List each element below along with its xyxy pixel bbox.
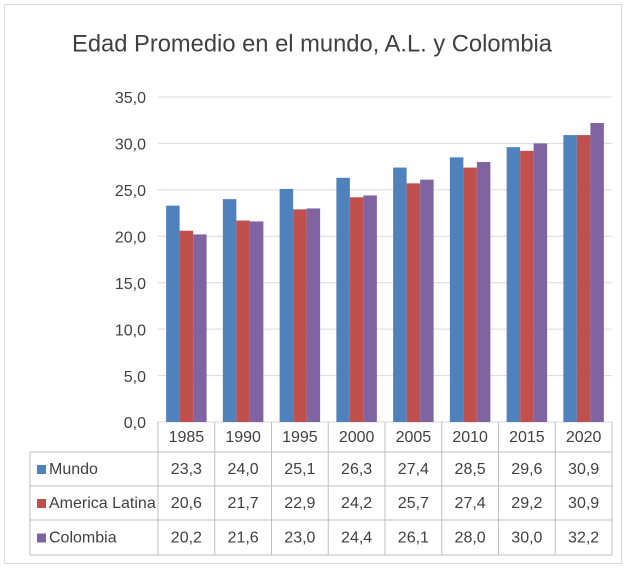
legend-key <box>37 499 46 508</box>
y-tick-label: 25,0 <box>115 183 146 200</box>
data-table-value: 26,3 <box>341 461 372 478</box>
bar <box>576 135 591 423</box>
bar <box>420 179 434 422</box>
bar <box>166 205 180 422</box>
chart-title: Edad Promedio en el mundo, A.L. y Colomb… <box>72 30 553 57</box>
x-tick-label: 1990 <box>225 429 261 446</box>
x-tick-label: 1995 <box>282 429 318 446</box>
data-table-value: 27,4 <box>398 461 429 478</box>
legend-label: America Latina <box>49 495 156 512</box>
data-table-value: 25,7 <box>398 495 429 512</box>
bar <box>506 147 521 422</box>
bar <box>293 209 307 422</box>
y-tick-label: 10,0 <box>115 322 146 339</box>
bar <box>249 221 264 422</box>
bar <box>363 195 377 422</box>
bar <box>349 197 364 422</box>
bar <box>279 188 294 422</box>
bar <box>179 230 194 422</box>
data-table-value: 28,5 <box>455 461 486 478</box>
data-table-value: 24,0 <box>228 461 259 478</box>
data-table-value: 23,3 <box>171 461 202 478</box>
data-table-value: 23,0 <box>284 530 315 547</box>
bar <box>193 234 207 422</box>
bar <box>590 123 604 422</box>
y-tick-label: 35,0 <box>115 90 146 107</box>
data-table-value: 28,0 <box>455 530 486 547</box>
bar <box>393 167 407 422</box>
x-tick-label: 2010 <box>452 429 488 446</box>
legend-key <box>37 533 46 543</box>
y-tick-label: 30,0 <box>115 137 146 154</box>
data-table-value: 21,7 <box>228 495 259 512</box>
legend-label: Colombia <box>49 530 117 547</box>
data-table-value: 30,9 <box>568 461 599 478</box>
bar <box>406 183 421 422</box>
x-tick-label: 2005 <box>396 429 432 446</box>
data-table-value: 30,0 <box>511 530 542 547</box>
x-tick-label: 2020 <box>566 429 602 446</box>
y-tick-label: 20,0 <box>115 230 146 247</box>
bar <box>236 220 250 422</box>
y-tick-label: 5,0 <box>124 369 146 386</box>
bar <box>520 150 534 422</box>
data-table-value: 25,1 <box>284 461 315 478</box>
data-table-value: 29,2 <box>511 495 542 512</box>
bar <box>306 208 321 422</box>
y-tick-label: 0,0 <box>124 415 146 432</box>
y-tick-label: 15,0 <box>115 276 146 293</box>
data-table-value: 32,2 <box>568 530 599 547</box>
data-table-value: 20,6 <box>171 495 202 512</box>
data-table-value: 26,1 <box>398 530 429 547</box>
bar <box>463 167 477 422</box>
data-table-value: 22,9 <box>284 495 315 512</box>
bar <box>222 199 237 422</box>
x-tick-label: 1985 <box>169 429 205 446</box>
bar <box>476 162 491 422</box>
bar <box>563 135 577 423</box>
bar <box>449 157 464 422</box>
data-table-value: 30,9 <box>568 495 599 512</box>
data-table-value: 24,4 <box>341 530 372 547</box>
legend-label: Mundo <box>49 461 98 478</box>
x-tick-label: 2015 <box>509 429 545 446</box>
data-table-value: 20,2 <box>171 530 202 547</box>
bar <box>533 143 548 422</box>
data-table-value: 24,2 <box>341 495 372 512</box>
data-table-value: 27,4 <box>455 495 486 512</box>
data-table-value: 21,6 <box>228 530 259 547</box>
legend-key <box>37 465 46 474</box>
x-tick-label: 2000 <box>339 429 375 446</box>
data-table-value: 29,6 <box>511 461 542 478</box>
bar <box>336 177 350 422</box>
